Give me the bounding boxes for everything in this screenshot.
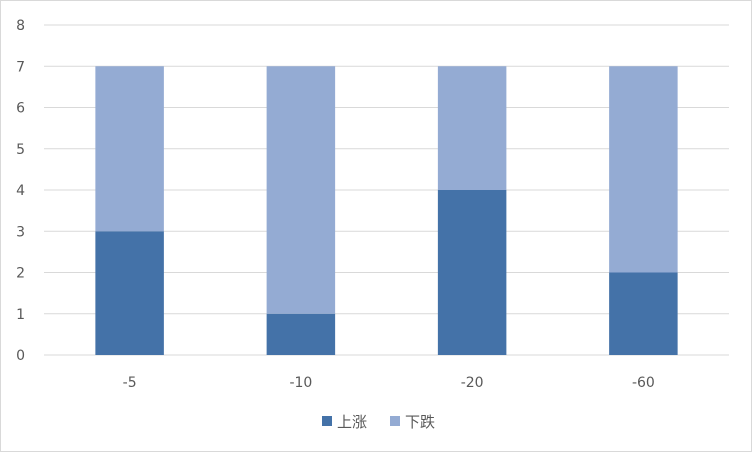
bar-segment-rise <box>437 190 507 355</box>
y-tick-label: 2 <box>16 266 25 282</box>
legend-swatch <box>322 416 332 426</box>
bar-segment-fall <box>437 66 507 190</box>
y-tick-label: 1 <box>16 307 25 323</box>
legend: 上涨 下跌 <box>322 413 435 431</box>
legend-swatch <box>390 416 400 426</box>
y-tick-label: 7 <box>16 59 25 75</box>
y-tick-label: 0 <box>16 348 25 364</box>
y-tick-label: 3 <box>16 224 25 240</box>
y-tick-label: 8 <box>16 18 25 34</box>
bar-segment-fall <box>266 66 336 314</box>
y-tick-label: 6 <box>16 101 25 117</box>
x-tick-label: -10 <box>289 375 312 391</box>
bars <box>95 66 678 355</box>
y-tick-label: 5 <box>16 142 25 158</box>
bar-segment-fall <box>95 66 164 232</box>
bar-segment-rise <box>95 231 164 355</box>
bar-segment-rise <box>609 272 678 355</box>
x-axis-ticks: -5 -10 -20 -60 <box>123 375 655 391</box>
x-tick-label: -5 <box>123 375 137 391</box>
bar-segment-rise <box>266 313 336 355</box>
x-tick-label: -60 <box>632 375 655 391</box>
legend-label: 上涨 <box>337 413 367 431</box>
legend-label: 下跌 <box>405 413 435 431</box>
bar-segment-fall <box>609 66 678 273</box>
y-axis-ticks: 0 1 2 3 4 5 6 7 8 <box>16 18 25 364</box>
y-tick-label: 4 <box>16 183 25 199</box>
x-tick-label: -20 <box>461 375 484 391</box>
